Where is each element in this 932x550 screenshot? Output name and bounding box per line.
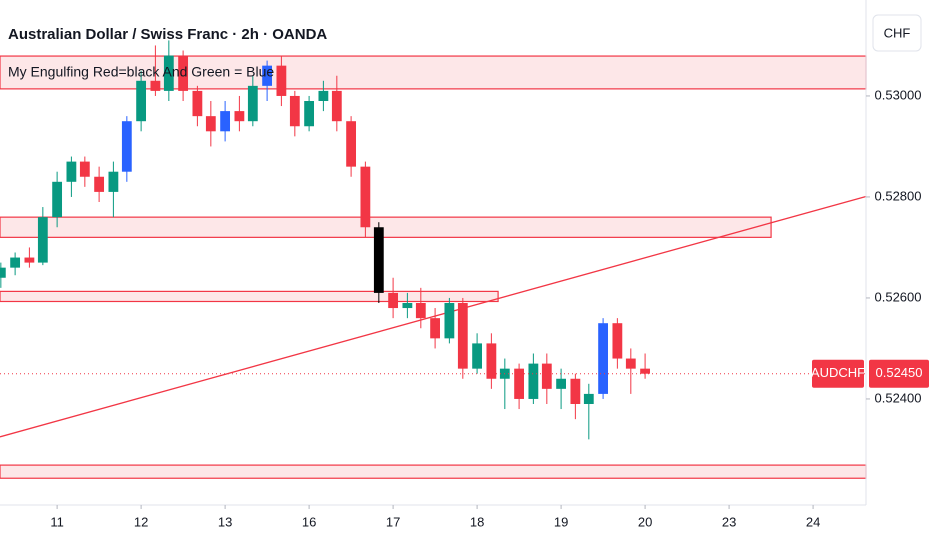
chart-title: Australian Dollar / Swiss Franc · 2h · O… — [8, 26, 327, 43]
candle-body — [625, 358, 636, 369]
candle-body — [444, 303, 455, 339]
y-tick-label: 0.53000 — [875, 87, 922, 102]
y-tick-label: 0.52800 — [875, 188, 922, 203]
candle-body — [331, 90, 342, 122]
candle-body — [528, 363, 539, 399]
candle-body — [205, 116, 216, 132]
candle-body — [514, 368, 524, 399]
candle-body — [24, 257, 35, 263]
candle-body — [121, 121, 132, 172]
candle-body — [66, 161, 77, 182]
candle-body — [150, 80, 161, 91]
candle-body — [583, 393, 594, 404]
candle-body — [247, 85, 258, 122]
candle-body — [360, 166, 371, 228]
candle-body — [640, 368, 650, 374]
currency-box[interactable] — [872, 14, 922, 52]
last-price-box — [869, 359, 929, 388]
x-tick-label: 24 — [806, 514, 820, 529]
candle-body — [289, 95, 300, 127]
x-tick-label: 12 — [134, 514, 148, 529]
candle-body — [276, 65, 287, 96]
symbol-label: AUDCHF — [811, 365, 865, 380]
x-tick-label: 19 — [554, 514, 568, 529]
candle-body — [108, 171, 119, 192]
candle-body — [612, 323, 623, 359]
candle-body — [37, 217, 48, 263]
x-tick-label: 23 — [722, 514, 736, 529]
candle-body — [318, 90, 329, 101]
candle-body — [10, 257, 21, 268]
candle-body — [556, 378, 566, 389]
last-price-label: 0.52450 — [876, 365, 923, 380]
candle-body — [373, 227, 384, 293]
candle-body — [304, 101, 315, 127]
candle-body — [388, 292, 399, 309]
x-tick-label: 17 — [386, 514, 400, 529]
candle-body — [541, 363, 552, 389]
plot-area — [0, 40, 867, 479]
zone — [0, 290, 499, 303]
zone — [0, 464, 867, 479]
candle-body — [94, 176, 105, 192]
symbol-box — [812, 359, 864, 388]
indicator-label: My Engulfing Red=black And Green = Blue — [8, 64, 274, 80]
candle-body — [598, 323, 608, 394]
candle-body — [472, 343, 482, 369]
x-tick-label: 13 — [218, 514, 232, 529]
candle-body — [430, 318, 440, 339]
currency[interactable]: CHF — [884, 25, 911, 40]
candle-body — [402, 303, 413, 309]
candle-body — [234, 111, 245, 122]
candle-body — [262, 65, 273, 86]
candle-body — [220, 111, 231, 132]
candle-body — [178, 55, 189, 91]
zone — [0, 216, 772, 238]
candle-body — [79, 161, 90, 177]
candle-body — [136, 80, 147, 122]
candle-body — [457, 303, 468, 369]
candle-body — [163, 55, 174, 91]
trendline — [0, 195, 867, 438]
candle-body — [192, 90, 203, 117]
candle-body — [486, 343, 497, 379]
y-tick-label: 0.52400 — [875, 390, 922, 405]
x-tick-label: 18 — [470, 514, 484, 529]
candle-body — [570, 378, 581, 404]
candle-body — [346, 121, 357, 167]
x-tick-label: 20 — [638, 514, 652, 529]
candle-body — [415, 303, 426, 319]
x-tick-label: 16 — [302, 514, 316, 529]
candle-body — [0, 267, 6, 278]
candle-body — [52, 181, 63, 218]
x-tick-label: 11 — [50, 514, 64, 529]
y-tick-label: 0.52600 — [875, 289, 922, 304]
